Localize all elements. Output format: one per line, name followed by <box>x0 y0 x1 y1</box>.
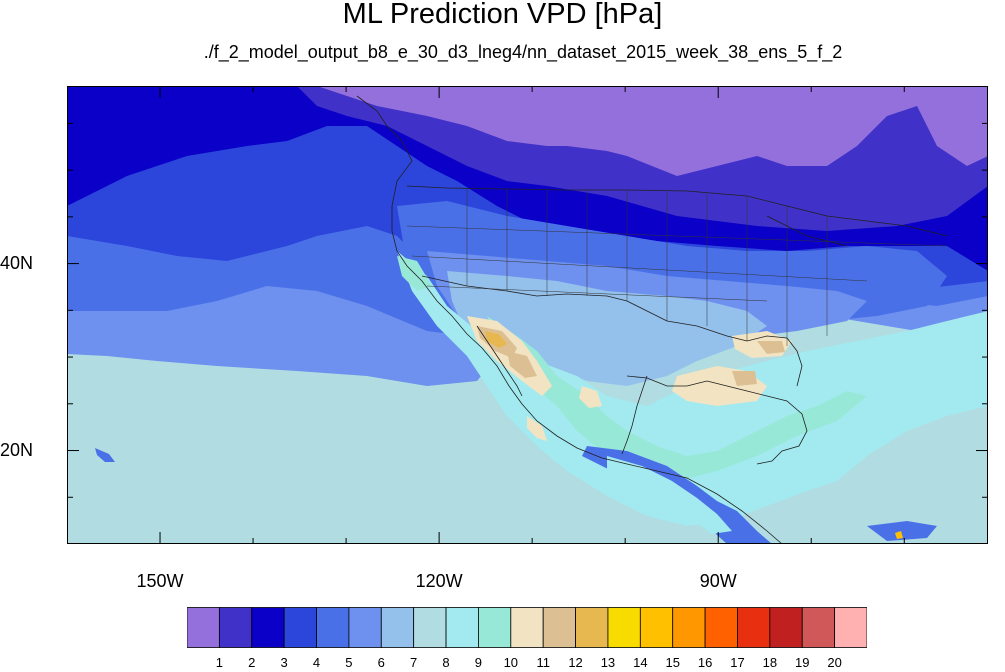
colorbar-swatch <box>186 607 220 648</box>
contour-hawaii <box>95 448 115 462</box>
colorbar-swatch <box>801 607 836 648</box>
colorbar-swatch <box>542 607 576 648</box>
colorbar-swatch <box>218 607 253 648</box>
colorbar-label: 18 <box>762 655 778 670</box>
contour-level-1 <box>317 86 988 176</box>
colorbar-swatch <box>575 607 609 648</box>
colorbar-label: 6 <box>377 655 385 670</box>
colorbar-label: 2 <box>248 655 256 670</box>
colorbar-label: 12 <box>568 655 583 670</box>
colorbar-label: 4 <box>312 655 321 670</box>
axis-ticks <box>67 86 988 544</box>
colorbar-label: 17 <box>730 655 745 670</box>
vpd-map <box>67 86 988 544</box>
colorbar-swatch <box>283 607 317 648</box>
colorbar-swatch <box>316 607 350 648</box>
contour-level-8-coast <box>607 456 732 534</box>
colorbar-swatch <box>348 607 382 648</box>
contour-level-1b <box>527 121 667 156</box>
colorbar-label: 16 <box>697 655 713 670</box>
colorbar-swatch <box>607 607 641 648</box>
colorbar-label: 8 <box>442 655 450 670</box>
colorbar-label: 3 <box>280 655 288 670</box>
colorbar-swatch <box>251 607 285 648</box>
chart-title: ML Prediction VPD [hPa] <box>342 0 663 30</box>
vpd-contours <box>67 86 988 544</box>
colorbar-swatch <box>737 607 771 648</box>
contour-level-11b <box>507 351 537 378</box>
colorbar-label: 20 <box>827 655 842 670</box>
colorbar-label: 5 <box>345 655 353 670</box>
lat-tick-label: 20N <box>0 439 34 460</box>
contour-level-11c <box>757 341 785 354</box>
colorbar-swatches <box>186 607 868 648</box>
colorbar-swatch <box>704 607 738 648</box>
map-frame <box>67 86 988 544</box>
lon-tick-label: 90W <box>699 571 737 591</box>
colorbar-label: 11 <box>536 655 550 670</box>
colorbar-swatch <box>639 607 674 648</box>
colorbar-swatch <box>478 607 512 648</box>
colorbar-label: 19 <box>795 655 810 670</box>
lon-tick-label: 120W <box>415 571 463 591</box>
contour-caribbean <box>867 521 937 541</box>
colorbar-swatch <box>769 607 803 648</box>
contour-level-10d <box>527 416 547 441</box>
contour-level-10e <box>579 386 602 408</box>
contour-level-12 <box>485 331 507 348</box>
contour-level-11d <box>732 371 757 386</box>
colorbar-swatch <box>834 607 868 648</box>
colorbar-swatch <box>380 607 415 648</box>
contour-level-9 <box>487 316 867 481</box>
lon-tick-label: 150W <box>136 571 184 591</box>
colorbar-label: 13 <box>600 655 616 670</box>
chart-subtitle: ./f_2_model_output_b8_e_30_d3_lneg4/nn_d… <box>203 42 843 62</box>
colorbar-label: 9 <box>474 655 483 670</box>
colorbar-swatch <box>413 607 447 648</box>
lat-tick-label: 40N <box>0 252 34 273</box>
colorbar <box>186 607 868 648</box>
colorbar-label: 7 <box>410 655 418 670</box>
colorbar-label: 1 <box>215 655 223 670</box>
map-panel <box>67 86 988 544</box>
colorbar-label: 15 <box>665 655 680 670</box>
colorbar-swatch <box>510 607 544 648</box>
colorbar-label: 10 <box>503 655 519 670</box>
state-borders <box>406 189 948 346</box>
colorbar-swatch <box>445 607 479 648</box>
colorbar-swatch <box>672 607 706 648</box>
colorbar-label: 14 <box>633 655 648 670</box>
coastlines <box>356 95 948 544</box>
contour-caribbean-hot <box>895 531 903 539</box>
